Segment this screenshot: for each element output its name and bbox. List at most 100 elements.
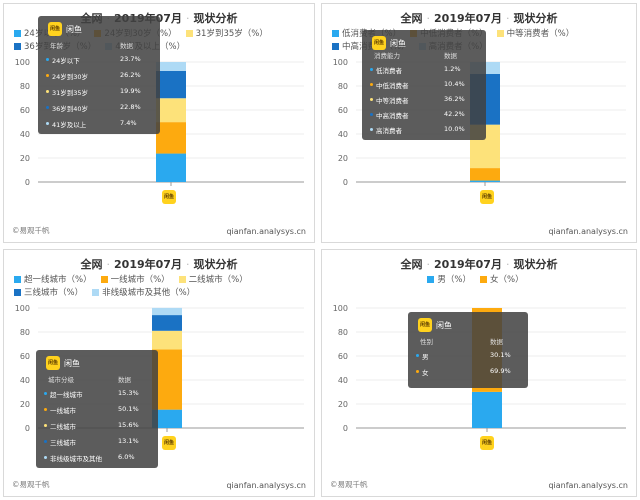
bar-segment[interactable] [156,62,186,71]
tooltip-value: 1.2% [444,65,461,73]
legend-item[interactable]: 女（%） [480,274,524,287]
tooltip-label: 男 [422,353,429,361]
tooltip-header: 闲鱼 闲鱼 [46,356,80,370]
bar-segment[interactable] [152,307,182,316]
legend-label: 女（%） [490,275,524,285]
tooltip-series-dot [370,98,373,101]
tooltip-label: 一线城市 [50,407,76,415]
legend-swatch [14,289,21,296]
y-tick-label: 100 [333,304,348,313]
xianyu-logo: 闲鱼 [418,318,432,332]
chart-legend: 男（%） 女（%） [332,274,628,287]
legend-label: 中等消费者（%） [506,29,575,39]
y-tick-label: 80 [20,328,30,337]
tooltip-value: 30.1% [490,351,511,359]
legend-swatch [14,43,21,50]
tooltip-row: 41岁及以上 7.4% [38,118,160,130]
legend-item[interactable]: 非线级城市及其他（%） [92,287,195,300]
chart-panel-gender: 全网 · 2019年07月 · 现状分析 男（%） 女（%） 0 20 40 60 80 100 闲… [321,249,637,497]
y-tick-label: 20 [338,154,348,163]
tooltip-row: 24岁以下 23.7% [38,54,160,66]
tooltip-column-header: 数据 [118,376,131,384]
xianyu-logo: 闲鱼 [162,436,176,450]
tooltip-header: 闲鱼 闲鱼 [372,36,406,50]
legend-swatch [332,30,339,37]
legend-label: 一线城市（%） [110,275,170,285]
bar-segment[interactable] [156,153,186,182]
legend-item[interactable]: 一线城市（%） [100,274,170,287]
tooltip-label: 中高消费者 [376,112,409,120]
tooltip-app-name: 闲鱼 [436,320,452,330]
source-url: qianfan.analysys.cn [226,227,306,236]
tooltip-value: 7.4% [120,119,137,127]
legend-swatch [92,289,100,296]
data-tooltip: 闲鱼 闲鱼 城市分级 数据 超一线城市 15.3% 一线城市 50.1% 二线城市 15.6% 三线… [36,350,158,468]
legend-item[interactable]: 31岁到35岁（%） [185,28,268,41]
tooltip-label: 中低消费者 [376,82,409,90]
legend-swatch [480,276,487,283]
chart-title: 全网·2019年07月·现状分析 [400,12,558,25]
legend-item[interactable]: 男（%） [427,274,471,287]
tooltip-series-dot [44,408,47,411]
tooltip-row: 男 30.1% [408,350,528,362]
legend-swatch [14,30,21,37]
bar-segment[interactable] [156,98,186,123]
legend-label: 超一线城市（%） [24,275,92,285]
y-tick-label: 20 [338,400,348,409]
tooltip-label: 24岁以下 [52,57,80,65]
tooltip-row: 一线城市 50.1% [36,404,158,416]
legend-label: 二线城市（%） [188,275,248,285]
chart-legend: 超一线城市（%） 一线城市（%） 二线城市（%） 三线城市（%） 非线级城市及其他（%） [14,274,306,300]
legend-swatch [14,276,21,283]
tooltip-app-name: 闲鱼 [66,24,82,34]
xianyu-logo: 闲鱼 [480,190,494,204]
tooltip-series-dot [46,74,49,77]
bar-segment[interactable] [152,409,182,428]
tooltip-row: 36岁到40岁 22.8% [38,102,160,114]
bar-segment[interactable] [472,391,502,428]
bar-segment[interactable] [152,315,182,331]
tooltip-header: 闲鱼 闲鱼 [418,318,452,332]
legend-item[interactable]: 中等消费者（%） [496,28,575,41]
legend-item[interactable]: 二线城市（%） [178,274,248,287]
tooltip-row: 三线城市 13.1% [36,436,158,448]
chart-panel-age: 全网·2019年07月·现状分析 24岁以下（%）24岁到30岁（%）31岁到3… [3,3,315,243]
y-tick-label: 0 [343,178,348,187]
tooltip-column-header: 数据 [120,42,133,50]
tooltip-row: 女 69.9% [408,366,528,378]
tooltip-value: 15.6% [118,421,139,429]
legend-swatch [100,276,108,283]
tooltip-value: 69.9% [490,367,511,375]
tooltip-label: 36岁到40岁 [52,105,89,113]
tooltip-header: 闲鱼 闲鱼 [48,22,82,36]
tooltip-column-header: 消费能力 [374,52,400,60]
xianyu-logo: 闲鱼 [162,190,176,204]
tooltip-series-dot [44,392,47,395]
tooltip-series-dot [46,122,49,125]
tooltip-series-dot [370,83,373,86]
tooltip-label: 低消费者 [376,67,402,75]
chart-title: 全网·2019年07月·现状分析 [400,258,558,271]
tooltip-label: 非线级城市及其他 [50,455,102,463]
bar-segment[interactable] [470,180,500,182]
tooltip-value: 15.3% [118,389,139,397]
watermark-label: ©易观千帆 [12,480,50,489]
y-tick-label: 100 [15,304,30,313]
legend-item[interactable]: 三线城市（%） [14,287,83,300]
tooltip-value: 19.9% [120,87,141,95]
legend-item[interactable]: 超一线城市（%） [14,274,92,287]
chart-panel-city: 全网 · 2019年07月 · 现状分析 超一线城市（%） 一线城市（%） 二线城市（%） 三… [3,249,315,497]
y-tick-label: 0 [25,424,30,433]
tooltip-value: 22.8% [120,103,141,111]
bar-segment[interactable] [470,168,500,181]
bar-segment[interactable] [156,70,186,99]
bar-segment[interactable] [156,122,186,154]
legend-swatch [496,30,504,37]
tooltip-label: 中等消费者 [376,97,409,105]
watermark-label: ©易观千帆 [12,226,50,235]
bar-segment[interactable] [152,330,182,350]
tooltip-column-header: 数据 [444,52,457,60]
chart-plot: 0 20 40 60 80 100 [15,58,304,187]
legend-swatch [178,276,186,283]
xianyu-logo: 闲鱼 [48,22,62,36]
